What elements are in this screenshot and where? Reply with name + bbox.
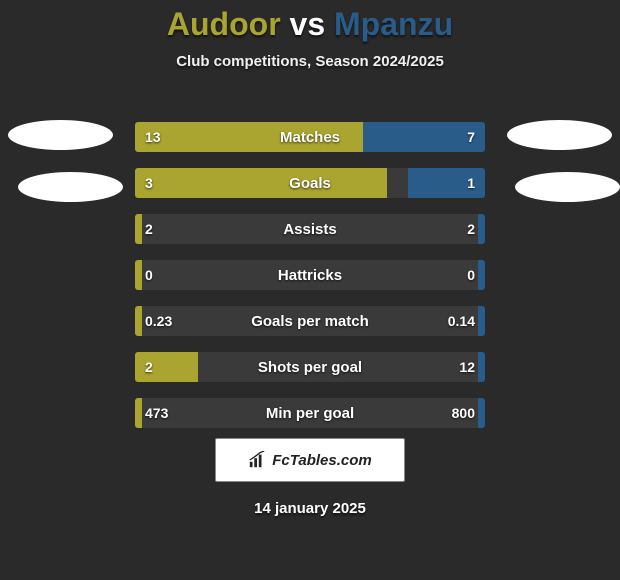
player1-nation-badge — [18, 172, 123, 202]
stat-value-right: 0 — [467, 260, 475, 290]
stat-label: Goals — [135, 168, 485, 198]
stat-label: Matches — [135, 122, 485, 152]
stat-value-right: 12 — [459, 352, 475, 382]
stat-label: Shots per goal — [135, 352, 485, 382]
stat-label: Hattricks — [135, 260, 485, 290]
stat-value-right: 800 — [452, 398, 475, 428]
stat-value-right: 0.14 — [448, 306, 475, 336]
stat-row-goals-per-match: 0.23 Goals per match 0.14 — [135, 306, 485, 336]
stat-label: Min per goal — [135, 398, 485, 428]
page-title: Audoor vs Mpanzu — [0, 6, 620, 43]
stat-value-right: 2 — [467, 214, 475, 244]
vs-separator: vs — [290, 6, 326, 42]
stat-value-right: 1 — [467, 168, 475, 198]
stat-label: Goals per match — [135, 306, 485, 336]
stats-bars: 13 Matches 7 3 Goals 1 2 Assists 2 0 Hat… — [135, 122, 485, 444]
stat-label: Assists — [135, 214, 485, 244]
stat-row-matches: 13 Matches 7 — [135, 122, 485, 152]
stat-row-hattricks: 0 Hattricks 0 — [135, 260, 485, 290]
stat-row-assists: 2 Assists 2 — [135, 214, 485, 244]
stat-row-min-per-goal: 473 Min per goal 800 — [135, 398, 485, 428]
stat-row-shots-per-goal: 2 Shots per goal 12 — [135, 352, 485, 382]
player2-name: Mpanzu — [334, 6, 453, 42]
subtitle: Club competitions, Season 2024/2025 — [0, 53, 620, 70]
chart-icon — [248, 451, 266, 469]
player1-name: Audoor — [167, 6, 281, 42]
stat-row-goals: 3 Goals 1 — [135, 168, 485, 198]
header: Audoor vs Mpanzu Club competitions, Seas… — [0, 0, 620, 70]
player1-club-badge — [8, 120, 113, 150]
brand-box[interactable]: FcTables.com — [215, 438, 405, 482]
player2-club-badge — [507, 120, 612, 150]
generated-date: 14 january 2025 — [0, 500, 620, 517]
player2-nation-badge — [515, 172, 620, 202]
stat-value-right: 7 — [467, 122, 475, 152]
brand-text: FcTables.com — [272, 452, 371, 469]
